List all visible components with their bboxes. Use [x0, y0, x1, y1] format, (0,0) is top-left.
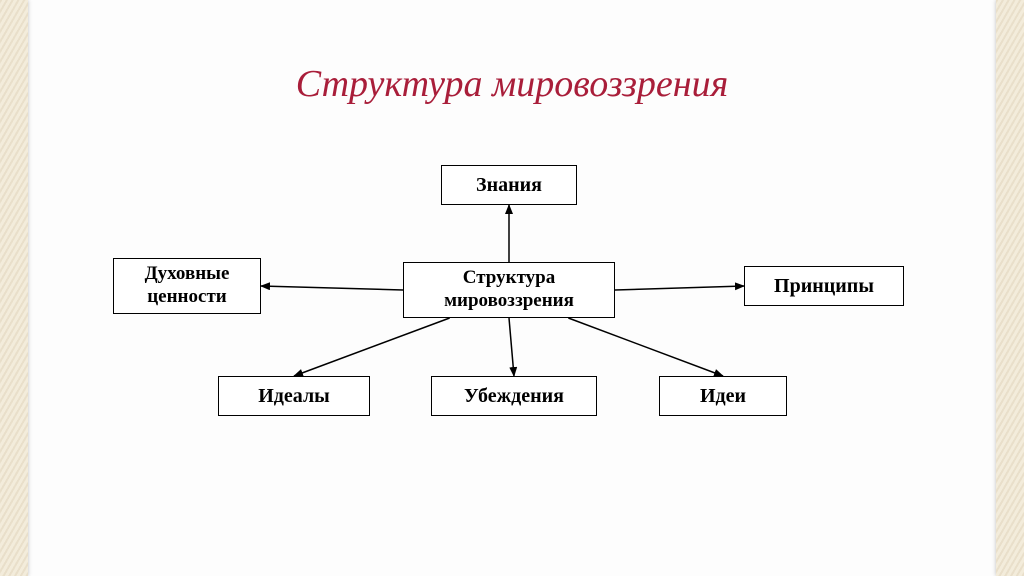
- edge-5: [568, 318, 723, 376]
- node-center: Структурамировоззрения: [403, 262, 615, 318]
- edge-1: [261, 286, 403, 290]
- edge-4: [294, 318, 450, 376]
- node-right: Принципы: [744, 266, 904, 306]
- node-left: Духовныеценности: [113, 258, 261, 314]
- node-bc: Убеждения: [431, 376, 597, 416]
- edge-2: [615, 286, 744, 290]
- edge-3: [509, 318, 514, 376]
- slide-page: Структура мировоззрения Структурамировоз…: [0, 0, 1024, 576]
- node-top: Знания: [441, 165, 577, 205]
- diagram-title: Структура мировоззрения: [0, 62, 1024, 106]
- node-bl: Идеалы: [218, 376, 370, 416]
- node-br: Идеи: [659, 376, 787, 416]
